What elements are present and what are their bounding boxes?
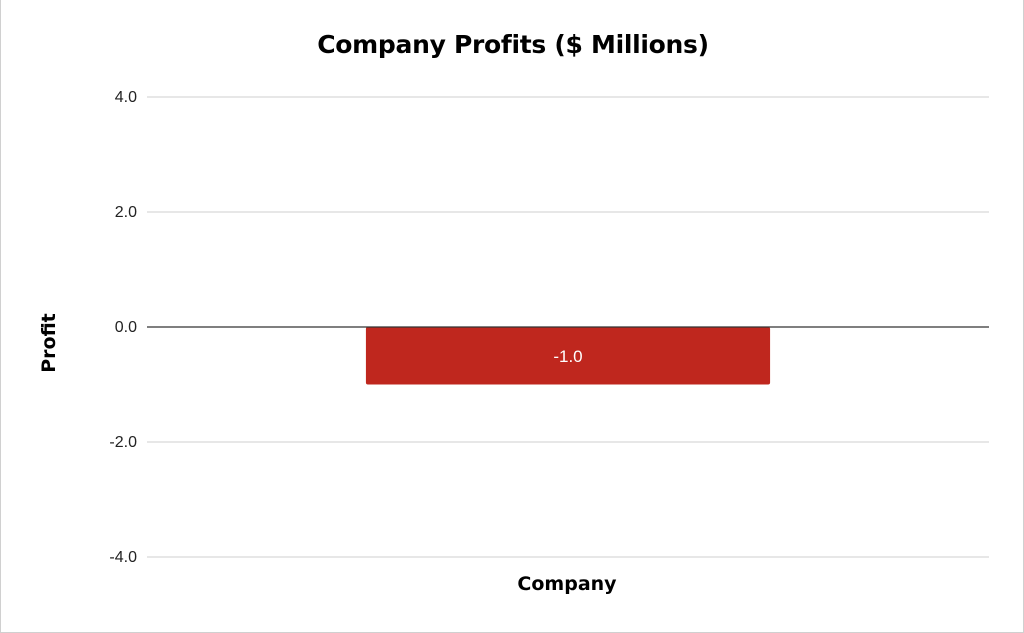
y-tick-label: 2.0	[115, 204, 137, 221]
y-tick-label: -4.0	[109, 549, 137, 566]
x-axis-label: Company	[517, 573, 617, 595]
y-tick-label: -2.0	[109, 434, 137, 451]
bar-data-label: -1.0	[553, 347, 582, 366]
y-tick-label: 4.0	[115, 89, 137, 106]
y-tick-label: 0.0	[115, 319, 137, 336]
chart-title: Company Profits ($ Millions)	[317, 30, 709, 59]
bar	[365, 327, 771, 385]
